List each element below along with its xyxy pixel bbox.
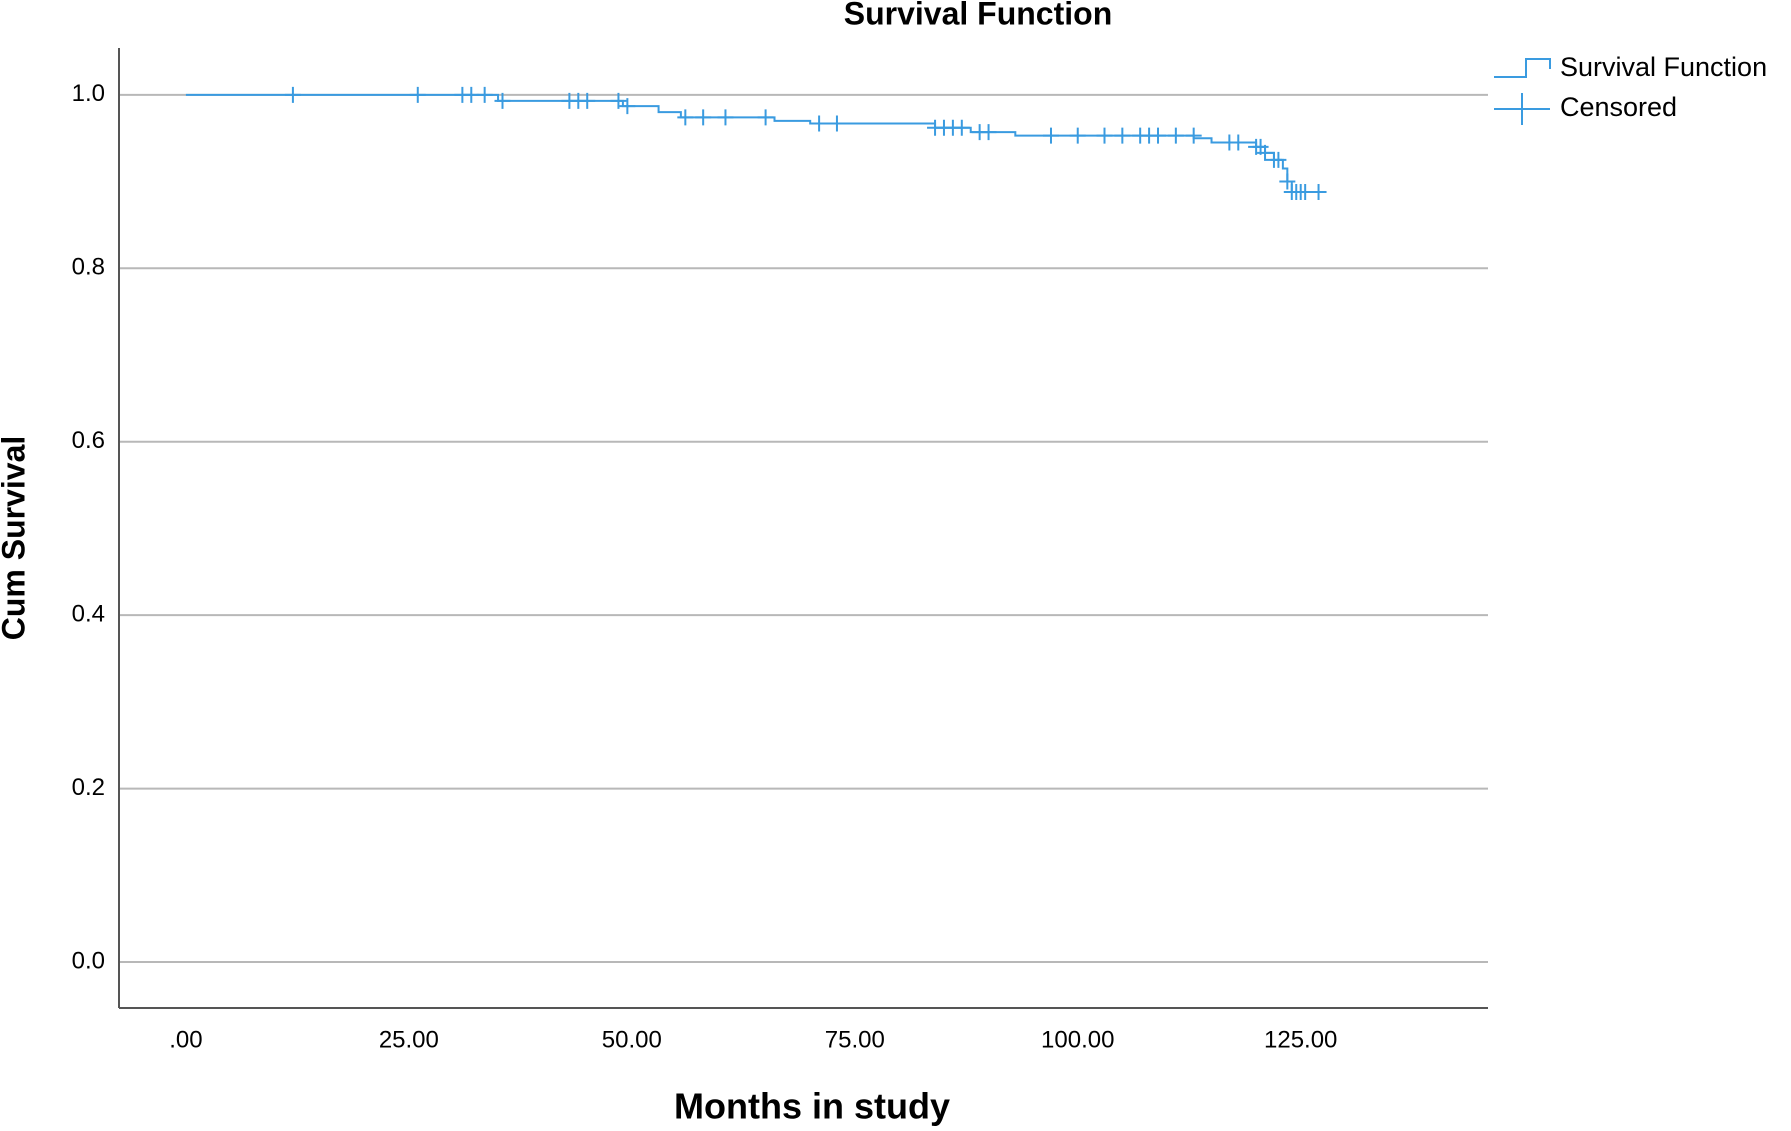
y-axis-title: Cum Survival	[0, 436, 31, 641]
censored-mark	[980, 124, 997, 141]
y-tick-label: 0.4	[72, 600, 105, 627]
censored-mark	[757, 109, 774, 126]
censored-mark	[284, 86, 301, 103]
censored-mark	[811, 115, 828, 132]
censored-mark	[677, 109, 694, 126]
legend-swatch	[1494, 93, 1550, 125]
y-tick-label: 0.8	[72, 254, 105, 281]
x-tick-label: 100.00	[1041, 1026, 1114, 1053]
y-tick-label: 1.0	[72, 80, 105, 107]
y-tick-label: 0.0	[72, 947, 105, 974]
x-tick-label: 75.00	[825, 1026, 885, 1053]
censored-mark	[409, 86, 426, 103]
censored-mark	[717, 109, 734, 126]
survival-line	[185, 93, 1319, 193]
x-tick-label: 50.00	[602, 1026, 662, 1053]
censored-mark	[953, 119, 970, 136]
legend-label: Censored	[1560, 92, 1677, 122]
censored-mark	[1114, 127, 1131, 144]
censored-mark	[1150, 127, 1167, 144]
y-tick-label: 0.2	[72, 774, 105, 801]
censored-mark	[1069, 127, 1086, 144]
censored-mark	[1185, 127, 1202, 144]
censored-mark	[695, 109, 712, 126]
chart-title: Survival Function	[844, 0, 1112, 31]
x-tick-label: 125.00	[1264, 1026, 1337, 1053]
censored-mark	[579, 92, 596, 109]
censored-mark	[1167, 127, 1184, 144]
censored-mark	[1270, 151, 1287, 168]
censored-mark	[1310, 183, 1327, 200]
legend-swatch	[1494, 58, 1551, 78]
censored-mark	[494, 92, 511, 109]
censored-mark	[1042, 127, 1059, 144]
legend-label: Survival Function	[1560, 52, 1767, 82]
x-tick-label: 25.00	[379, 1026, 439, 1053]
y-tick-label: 0.6	[72, 427, 105, 454]
censored-mark	[476, 86, 493, 103]
censored-mark	[1257, 144, 1274, 161]
censored-mark	[1297, 183, 1314, 200]
censored-mark	[1096, 127, 1113, 144]
x-axis-title: Months in study	[674, 1086, 950, 1127]
censored-mark	[1279, 173, 1296, 190]
censored-mark	[619, 98, 636, 115]
censored-mark	[610, 92, 627, 109]
censored-mark	[463, 86, 480, 103]
censored-mark	[828, 115, 845, 132]
x-tick-label: .00	[169, 1026, 202, 1053]
censored-mark	[1230, 134, 1247, 151]
